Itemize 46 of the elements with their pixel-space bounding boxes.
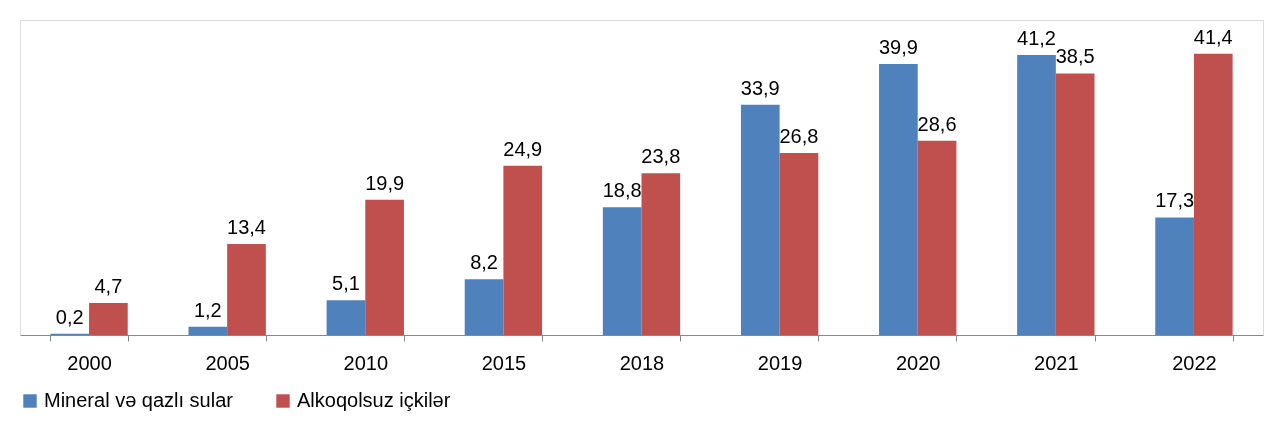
bar bbox=[227, 243, 266, 335]
bar bbox=[1017, 55, 1056, 335]
bar bbox=[1055, 73, 1095, 335]
x-tick-label: 2005 bbox=[205, 351, 250, 374]
bar bbox=[365, 199, 404, 335]
legend-label: Alkoqolsuz içkilər bbox=[297, 389, 451, 411]
bar bbox=[503, 165, 543, 335]
data-label: 19,9 bbox=[365, 171, 405, 194]
data-label: 17,3 bbox=[1155, 189, 1195, 212]
x-tick-label: 2018 bbox=[619, 351, 665, 374]
bar bbox=[326, 300, 366, 335]
x-tick-label: 2010 bbox=[343, 351, 389, 374]
data-label: 41,2 bbox=[1017, 27, 1056, 50]
data-label: 33,9 bbox=[740, 76, 780, 99]
data-label: 4,7 bbox=[94, 275, 123, 298]
bar bbox=[879, 63, 918, 335]
bar bbox=[602, 207, 642, 335]
x-tick-label: 2019 bbox=[757, 351, 803, 374]
x-tick-label: 2000 bbox=[67, 351, 112, 374]
legend-label: Mineral və qazlı sular bbox=[44, 389, 234, 411]
data-label: 8,2 bbox=[470, 251, 498, 274]
data-label: 23,8 bbox=[641, 145, 681, 168]
x-tick-label: 2021 bbox=[1034, 351, 1079, 374]
x-tick-label: 2020 bbox=[895, 351, 941, 374]
data-label: 28,6 bbox=[917, 112, 957, 135]
data-label: 5,1 bbox=[332, 272, 360, 295]
data-label: 39,9 bbox=[878, 35, 918, 58]
bar bbox=[641, 173, 681, 335]
data-label: 26,8 bbox=[779, 124, 819, 147]
bar bbox=[1193, 53, 1233, 335]
x-tick-label: 2015 bbox=[481, 351, 527, 374]
bar bbox=[1155, 217, 1194, 335]
data-label: 38,5 bbox=[1055, 45, 1095, 68]
data-label: 24,9 bbox=[503, 137, 543, 160]
bar bbox=[89, 303, 128, 335]
data-label: 18,8 bbox=[602, 179, 642, 202]
data-label: 13,4 bbox=[227, 215, 266, 238]
bar bbox=[779, 152, 819, 335]
bar bbox=[464, 279, 504, 335]
bar bbox=[917, 140, 957, 335]
bar bbox=[740, 104, 780, 335]
data-label: 0,2 bbox=[55, 305, 84, 328]
x-tick-label: 2022 bbox=[1172, 351, 1217, 374]
data-label: 1,2 bbox=[193, 298, 222, 321]
bar bbox=[188, 326, 228, 335]
data-label: 41,4 bbox=[1193, 25, 1233, 48]
